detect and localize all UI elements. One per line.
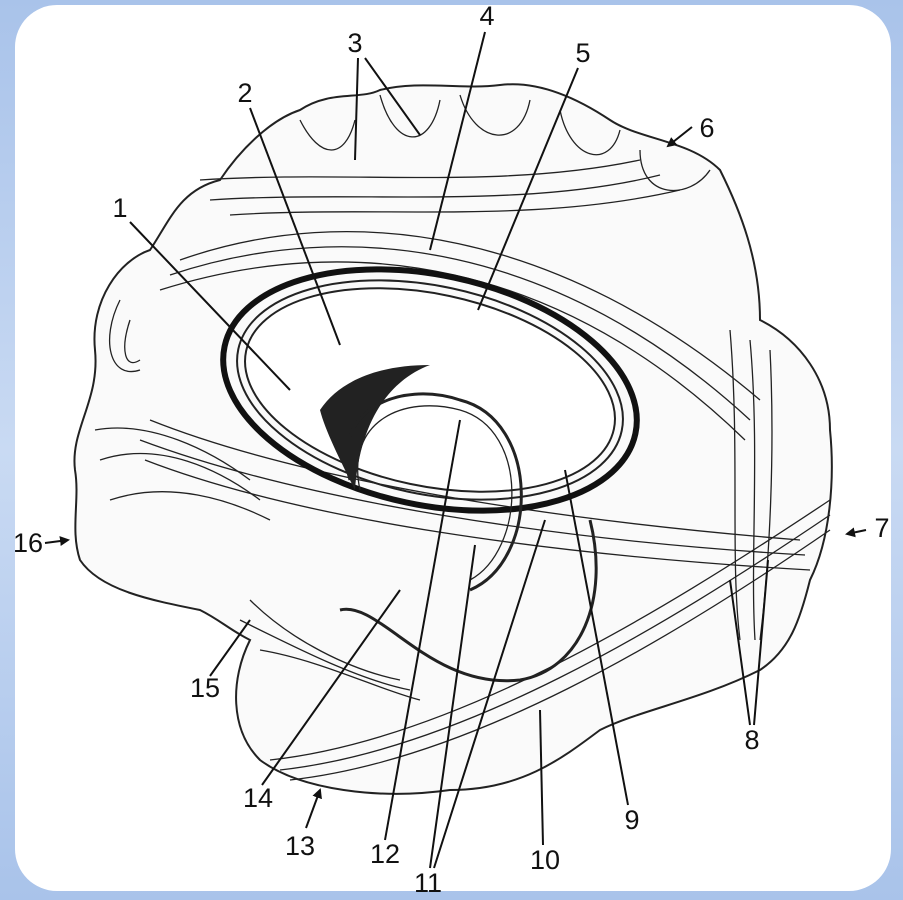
- callout-label: 2: [237, 78, 252, 108]
- callout-label: 3: [347, 28, 362, 58]
- callout-label: 16: [13, 528, 43, 558]
- callout-label: 4: [479, 1, 494, 31]
- callout-label: 7: [874, 513, 889, 543]
- fornix: [339, 392, 598, 683]
- callout-label: 14: [243, 783, 273, 813]
- callout-label: 6: [699, 113, 714, 143]
- callout-label: 5: [575, 38, 590, 68]
- callout-label: 10: [530, 845, 560, 875]
- callout-label: 11: [414, 868, 442, 898]
- leader-lines: [44, 31, 867, 869]
- callout-label: 15: [190, 673, 220, 703]
- callout-label: 8: [744, 725, 759, 755]
- callout-label: 9: [624, 805, 639, 835]
- callout-label: 1: [112, 193, 127, 223]
- callout-label: 13: [285, 831, 315, 861]
- callout-label: 12: [370, 839, 400, 869]
